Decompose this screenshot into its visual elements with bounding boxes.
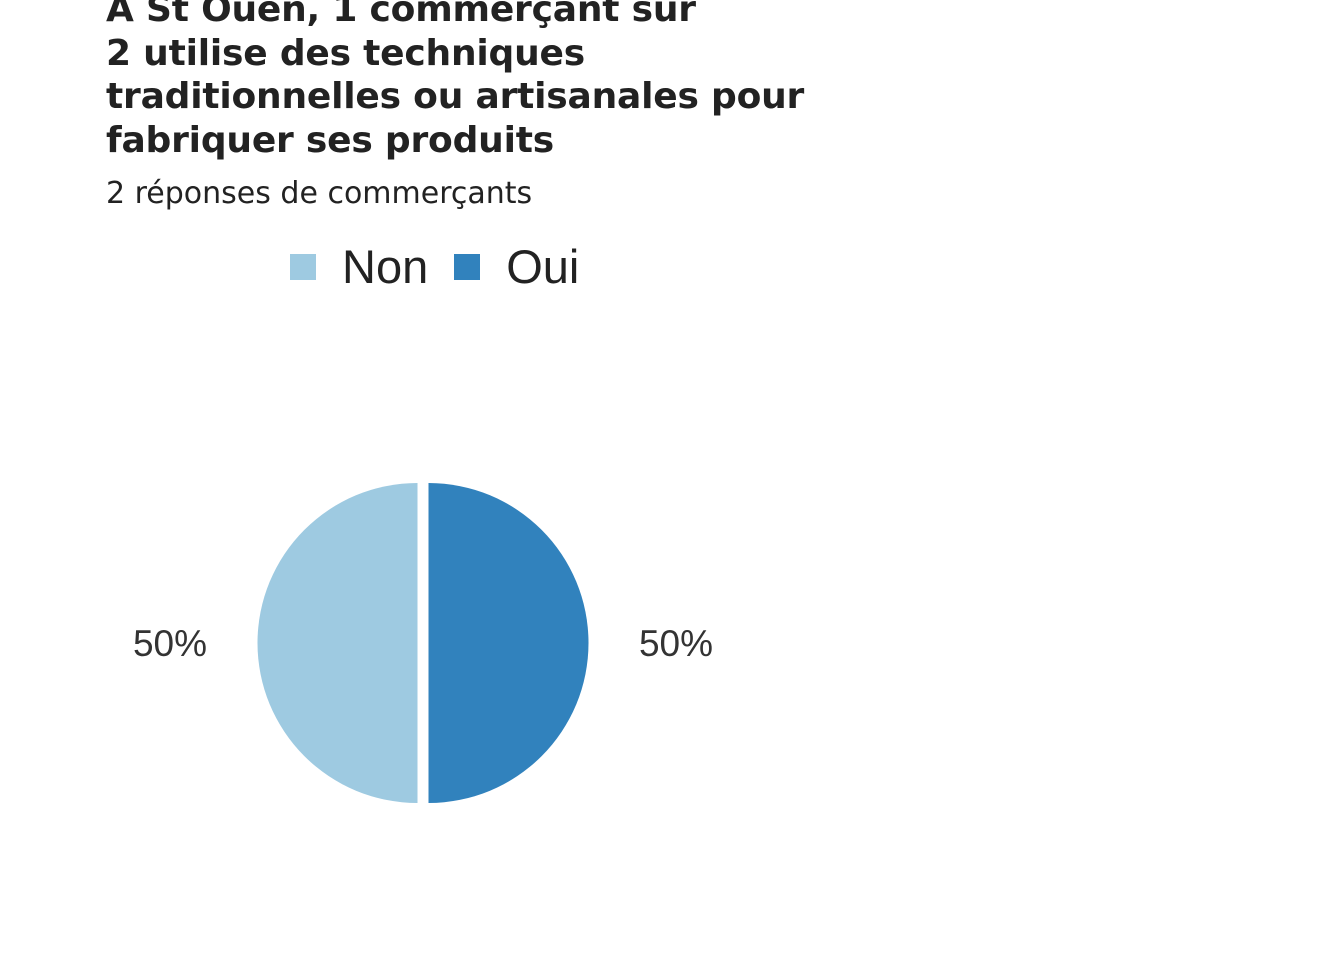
chart-title-line: 2 utilise des techniques [106,32,585,74]
pie-label-oui: 50% [639,623,713,664]
legend-item-non[interactable]: Non [290,239,428,295]
chart-legend: Non Oui [290,238,605,296]
legend-item-oui[interactable]: Oui [454,239,579,295]
chart-title-line: fabriquer ses produits [106,119,554,161]
chart-title: A St Ouen, 1 commerçant sur 2 utilise de… [106,0,826,162]
pie-slice-non[interactable] [257,483,418,803]
chart-title-line: A St Ouen, 1 commerçant sur [106,0,696,30]
legend-swatch-oui [454,254,481,280]
chart-title-line: traditionnelles ou artisanales pour [106,76,805,117]
pie-slice-oui[interactable] [428,483,589,803]
chart-subtitle: 2 réponses de commerçants [106,176,533,211]
legend-label-oui: Oui [506,240,580,293]
legend-swatch-non [290,254,316,280]
pie-label-non: 50% [133,623,207,664]
legend-label-non: Non [342,240,429,293]
